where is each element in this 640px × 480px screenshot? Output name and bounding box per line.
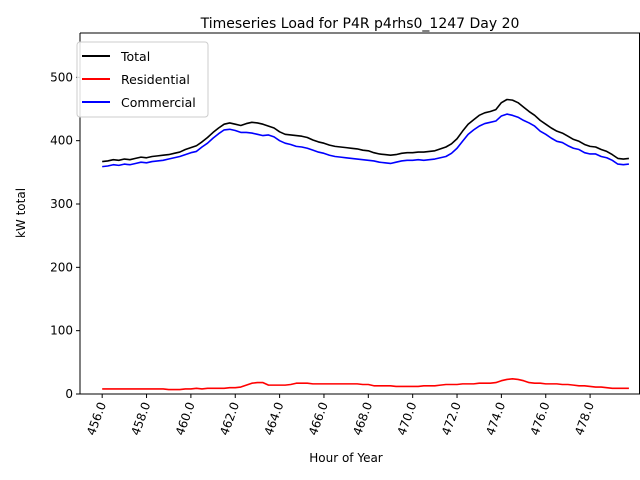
legend: Total Residential Commercial <box>76 41 209 118</box>
series-line-commercial <box>102 113 630 168</box>
chart-title: Timeseries Load for P4R p4rhs0_1247 Day … <box>200 16 520 32</box>
y-tick-label: 300 <box>50 197 73 211</box>
legend-label-residential: Residential <box>121 72 190 87</box>
y-axis-label: kW total <box>14 188 28 238</box>
series-line-residential <box>102 377 629 391</box>
legend-label-commercial: Commercial <box>121 95 196 110</box>
y-tick-label: 500 <box>50 70 73 84</box>
y-tick-label: 0 <box>65 387 73 401</box>
series-line-total <box>102 98 630 163</box>
y-tick-label: 400 <box>50 134 73 148</box>
y-tick-label: 200 <box>50 260 73 274</box>
legend-label-total: Total <box>120 49 150 64</box>
x-axis-label: Hour of Year <box>309 451 383 465</box>
legend-box <box>76 41 209 118</box>
y-tick-label: 100 <box>50 324 73 338</box>
series-layer <box>102 98 630 391</box>
